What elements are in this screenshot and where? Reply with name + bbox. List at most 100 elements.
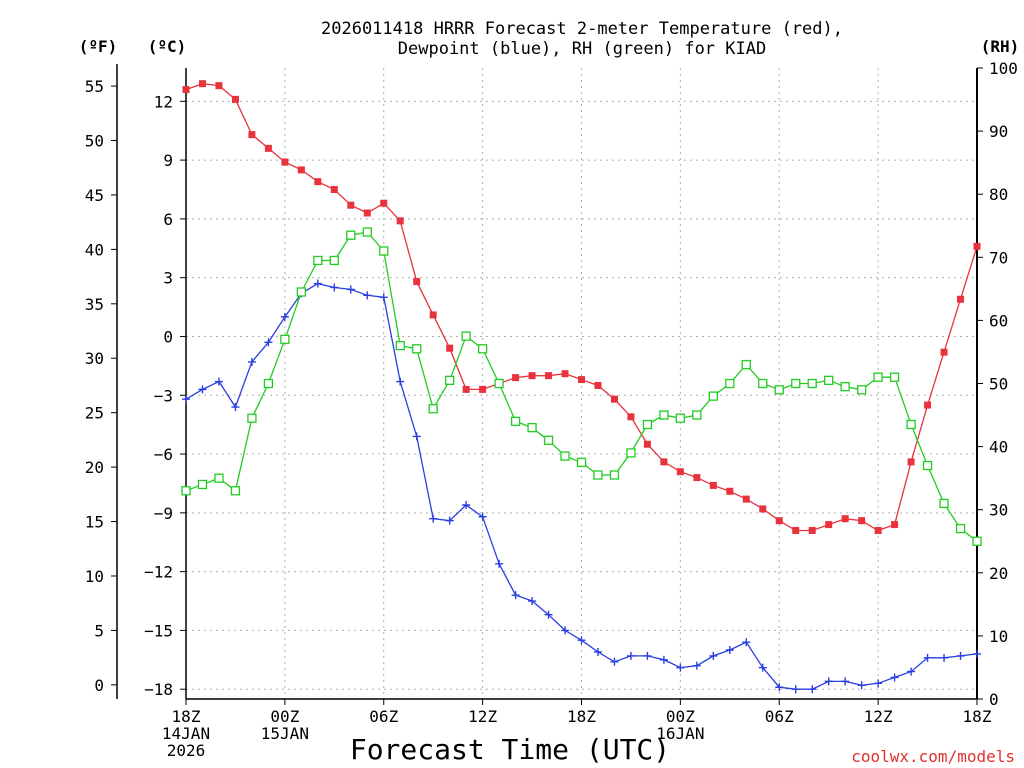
rh-point (445, 375, 455, 385)
dewpoint-point (495, 559, 504, 568)
rh-point (609, 470, 620, 480)
x-tick-label: 18Z (567, 707, 596, 726)
rh-point (510, 416, 521, 427)
temperature-point (924, 401, 932, 409)
fahrenheit-tick-label: 15 (85, 513, 104, 532)
rh-point (362, 227, 372, 237)
dewpoint-point (923, 653, 932, 662)
temperature-point (792, 526, 800, 534)
rh-point (214, 473, 224, 483)
x-tick-label: 15JAN (261, 724, 309, 743)
dewpoint-point (214, 377, 223, 386)
dewpoint-point (511, 591, 520, 600)
grid-lines (186, 68, 977, 699)
rh-tick-label: 100 (989, 59, 1018, 78)
temperature-point (594, 381, 602, 389)
rh-point (494, 378, 504, 389)
dewpoint-point (544, 610, 553, 619)
fahrenheit-tick-label: 0 (94, 676, 104, 695)
dewpoint-point (940, 653, 949, 662)
temperature-point (281, 158, 289, 166)
dewpoint-point (561, 626, 570, 635)
dewpoint-point (363, 291, 372, 300)
rh-tick-label: 10 (989, 627, 1008, 646)
temperature-point (363, 209, 371, 217)
dewpoint-point (973, 649, 981, 658)
dewpoint-point (709, 651, 718, 660)
dewpoint-point (478, 512, 487, 521)
rh-point (593, 470, 603, 480)
rh-point (379, 246, 389, 256)
dewpoint-point (643, 651, 652, 660)
celsius-tick-label: −9 (154, 504, 173, 523)
temperature-point (248, 131, 256, 139)
x-tick-label: 00Z (270, 707, 299, 726)
rh-point (313, 255, 323, 266)
temperature-point (182, 86, 190, 94)
dewpoint-point (182, 395, 190, 404)
temperature-point (808, 526, 816, 534)
rh-point (939, 498, 949, 509)
chart-title-line-2: Dewpoint (blue), RH (green) for KIAD (398, 39, 766, 59)
temperature-point (940, 348, 948, 356)
dewpoint-point (462, 500, 471, 509)
temperature-point (858, 517, 866, 525)
dewpoint-point (857, 681, 866, 690)
rh-point (889, 372, 900, 382)
dewpoint-point (198, 385, 207, 394)
temperature-point (759, 505, 767, 513)
rh-point (922, 460, 933, 471)
dewpoint-point (956, 651, 965, 660)
dewpoint-point (692, 661, 701, 670)
rh-point (230, 486, 241, 496)
temperature-point (676, 468, 684, 476)
rh-point (856, 385, 867, 395)
chart-title-line-1: 2026011418 HRRR Forecast 2-meter Tempera… (321, 19, 843, 39)
rh-point (181, 486, 191, 496)
dewpoint-point (775, 683, 784, 692)
x-tick-label: 06Z (765, 707, 794, 726)
rh-point (543, 435, 554, 445)
temperature-point (660, 458, 668, 466)
dewpoint-point (593, 647, 602, 656)
temperature-point (693, 474, 701, 482)
temperature-point (561, 370, 569, 378)
fahrenheit-tick-label: 45 (85, 186, 104, 205)
fahrenheit-tick-label: 10 (85, 567, 104, 586)
rh-point (955, 523, 966, 534)
dewpoint-point (330, 283, 339, 292)
x-tick-label: 18Z (172, 707, 201, 726)
celsius-tick-label: −12 (144, 563, 173, 582)
celsius-tick-label: 3 (163, 269, 173, 288)
temperature-point (264, 144, 272, 152)
dewpoint-point (429, 514, 438, 523)
temperature-point (545, 372, 553, 380)
rh-point (840, 382, 850, 392)
rh-point (873, 372, 883, 382)
temperature-point (578, 376, 585, 384)
tick-labels: −18 −15 −12 −9 −6 −3 0 3 6 9 12 0 5 10 15 20 25 30 35 40 45 5… (85, 59, 1018, 760)
x-tick-label: 18Z (963, 707, 992, 726)
temperature-point (330, 185, 338, 193)
fahrenheit-tick-label: 25 (85, 404, 104, 423)
x-tick-label: 14JAN (162, 724, 210, 743)
rh-point (263, 378, 274, 389)
temperature-point (825, 521, 833, 529)
temperature-point (215, 82, 223, 90)
temperature-point (297, 166, 305, 174)
temperature-point (627, 413, 635, 421)
dewpoint-point (841, 677, 850, 686)
temperature-point (413, 278, 421, 286)
rh-point (675, 413, 686, 423)
temperature-point (462, 385, 470, 393)
x-tick-label: 06Z (369, 707, 398, 726)
temperature-point (841, 515, 849, 523)
rh-point (807, 378, 817, 389)
x-tick-label: 00Z (666, 707, 695, 726)
temperature-point (643, 440, 651, 448)
rh-point (758, 378, 768, 389)
temperature-point (709, 481, 717, 489)
rh-tick-label: 80 (989, 185, 1008, 204)
temperature-point (231, 95, 239, 103)
